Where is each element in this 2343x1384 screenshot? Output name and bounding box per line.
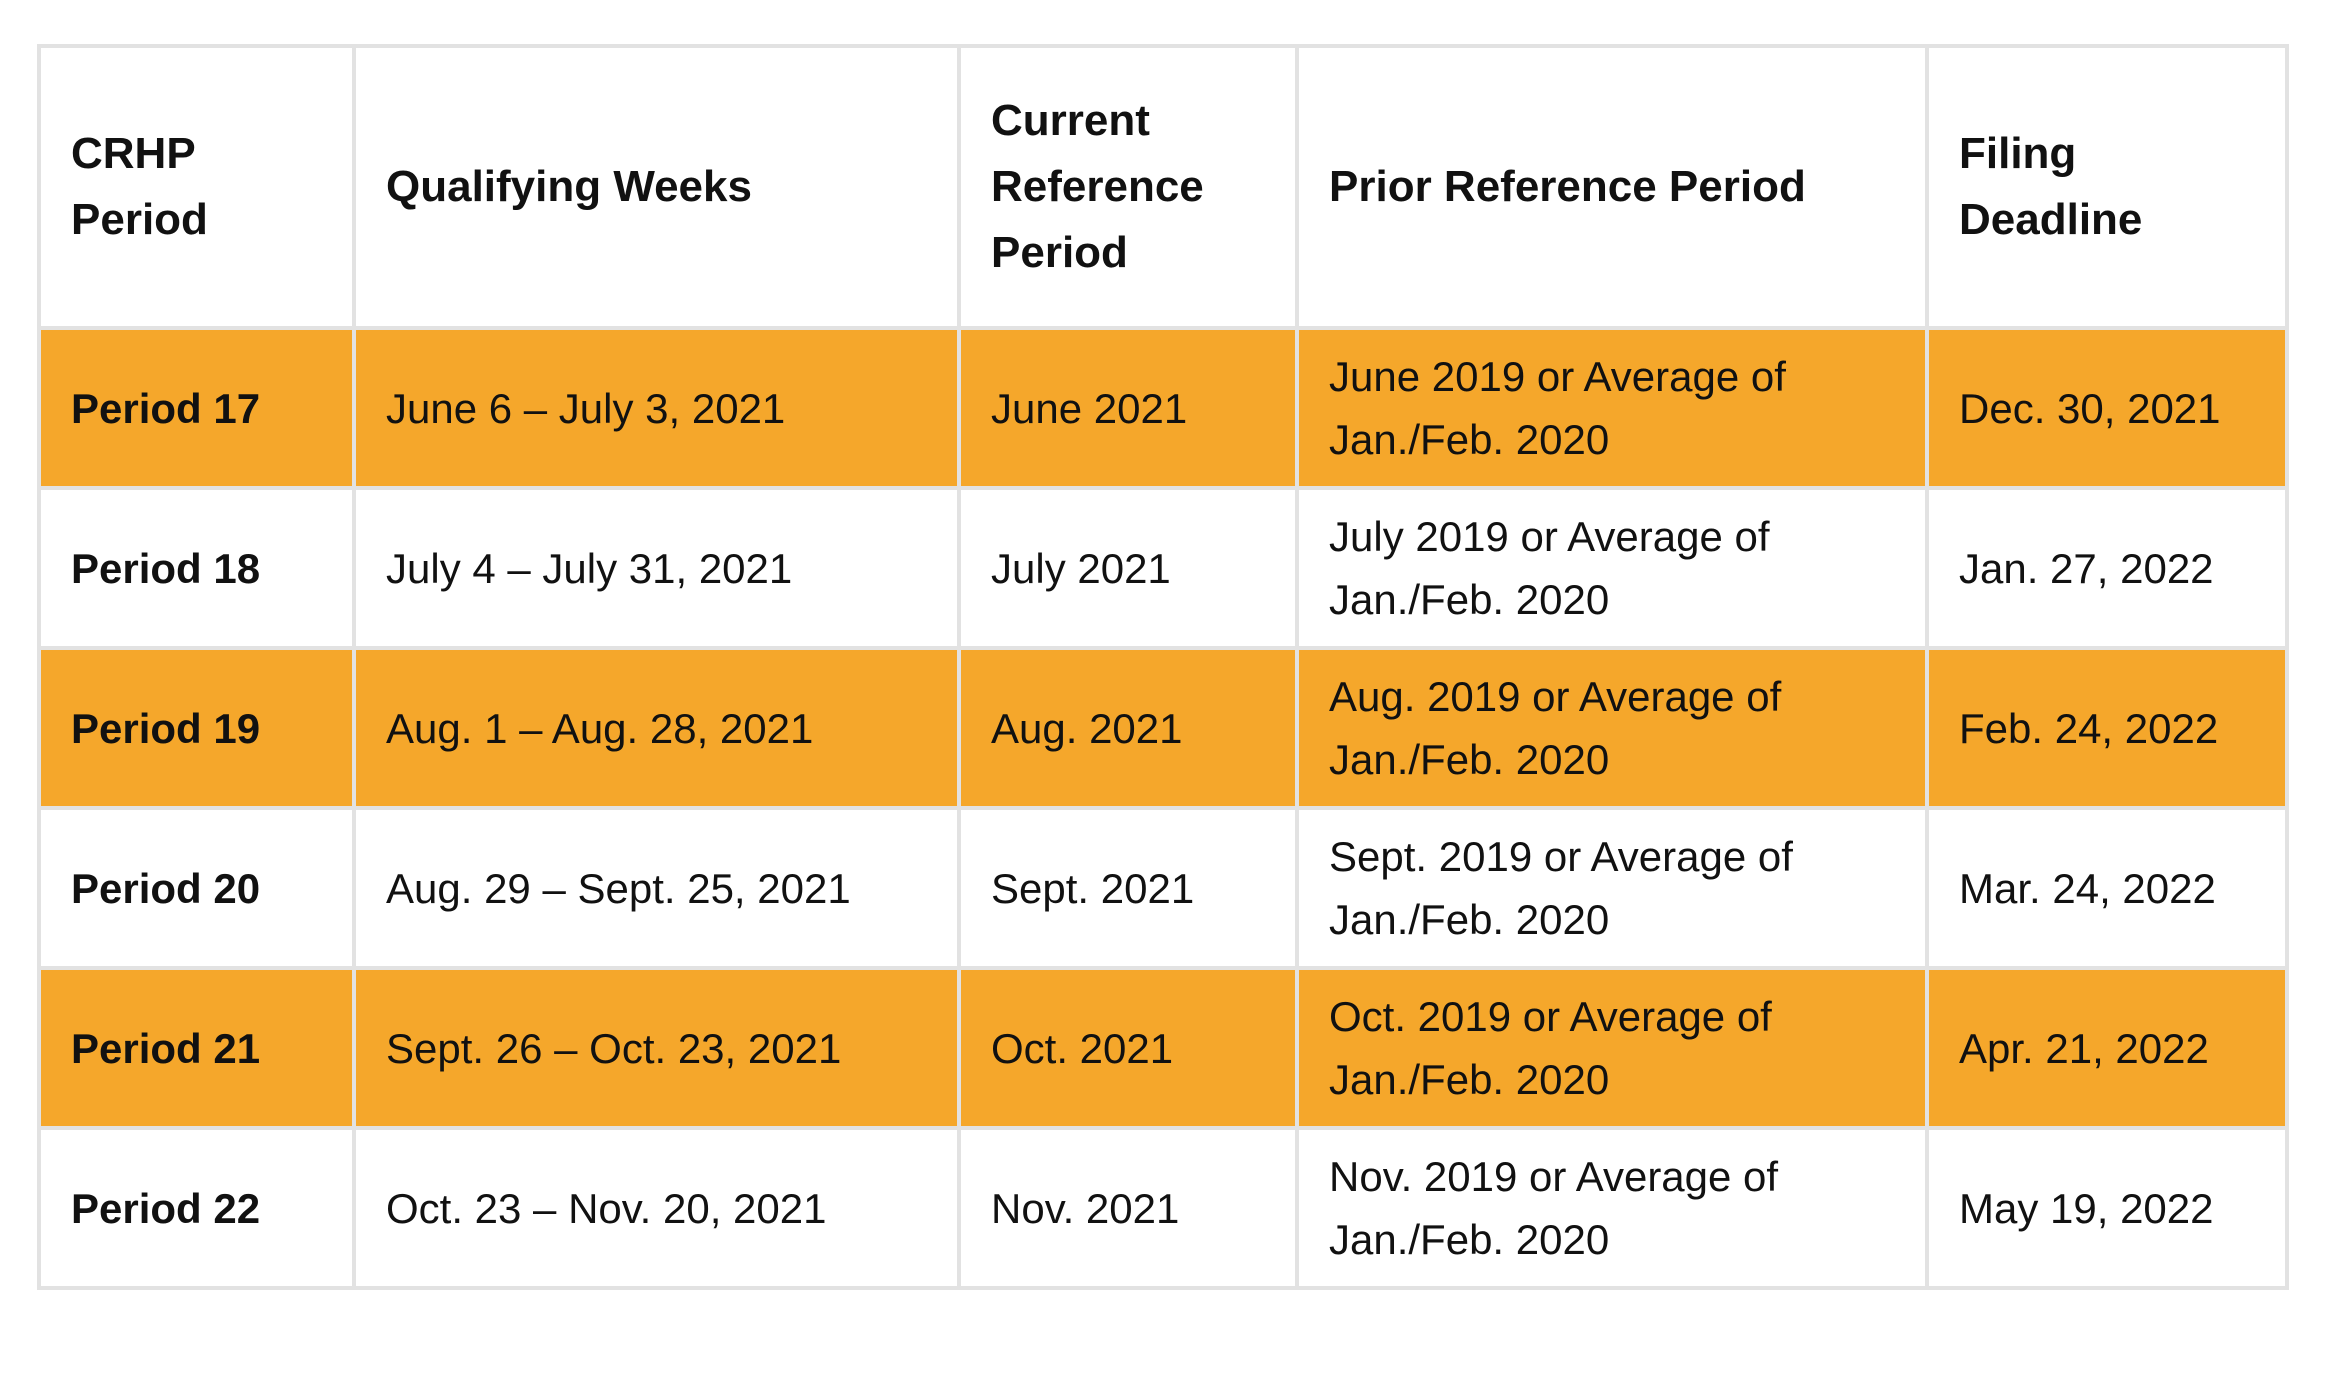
table-row: Period 21 Sept. 26 – Oct. 23, 2021 Oct. … (37, 966, 2289, 1130)
cell-crhp-period: Period 17 (37, 326, 356, 490)
cell-filing-deadline: Mar. 24, 2022 (1925, 806, 2289, 970)
column-header-prior-reference-period: Prior Reference Period (1295, 44, 1929, 330)
cell-filing-deadline: Jan. 27, 2022 (1925, 486, 2289, 650)
cell-prior-reference-period: Aug. 2019 or Average of Jan./Feb. 2020 (1295, 646, 1929, 810)
cell-current-reference-period: Aug. 2021 (957, 646, 1299, 810)
cell-qualifying-weeks: Aug. 1 – Aug. 28, 2021 (352, 646, 961, 810)
cell-qualifying-weeks: June 6 – July 3, 2021 (352, 326, 961, 490)
cell-current-reference-period: Nov. 2021 (957, 1126, 1299, 1290)
cell-crhp-period: Period 21 (37, 966, 356, 1130)
cell-qualifying-weeks: Sept. 26 – Oct. 23, 2021 (352, 966, 961, 1130)
column-header-filing-deadline: Filing Deadline (1925, 44, 2289, 330)
cell-filing-deadline: Dec. 30, 2021 (1925, 326, 2289, 490)
table-row: Period 18 July 4 – July 31, 2021 July 20… (37, 486, 2289, 650)
cell-qualifying-weeks: Oct. 23 – Nov. 20, 2021 (352, 1126, 961, 1290)
table-row: Period 22 Oct. 23 – Nov. 20, 2021 Nov. 2… (37, 1126, 2289, 1290)
column-header-crhp-period: CRHP Period (37, 44, 356, 330)
table-row: Period 20 Aug. 29 – Sept. 25, 2021 Sept.… (37, 806, 2289, 970)
header-row: CRHP Period Qualifying Weeks Current Ref… (37, 44, 2289, 330)
cell-filing-deadline: Apr. 21, 2022 (1925, 966, 2289, 1130)
cell-filing-deadline: May 19, 2022 (1925, 1126, 2289, 1290)
cell-crhp-period: Period 19 (37, 646, 356, 810)
cell-prior-reference-period: July 2019 or Average of Jan./Feb. 2020 (1295, 486, 1929, 650)
crhp-table-container: CRHP Period Qualifying Weeks Current Ref… (37, 44, 2289, 1290)
table-row: Period 19 Aug. 1 – Aug. 28, 2021 Aug. 20… (37, 646, 2289, 810)
cell-prior-reference-period: Oct. 2019 or Average of Jan./Feb. 2020 (1295, 966, 1929, 1130)
crhp-periods-table: CRHP Period Qualifying Weeks Current Ref… (37, 44, 2289, 1290)
cell-crhp-period: Period 18 (37, 486, 356, 650)
column-header-current-reference-period: Current Reference Period (957, 44, 1299, 330)
cell-current-reference-period: July 2021 (957, 486, 1299, 650)
cell-crhp-period: Period 22 (37, 1126, 356, 1290)
cell-filing-deadline: Feb. 24, 2022 (1925, 646, 2289, 810)
cell-qualifying-weeks: July 4 – July 31, 2021 (352, 486, 961, 650)
table-header: CRHP Period Qualifying Weeks Current Ref… (37, 44, 2289, 330)
table-body: Period 17 June 6 – July 3, 2021 June 202… (37, 326, 2289, 1290)
cell-crhp-period: Period 20 (37, 806, 356, 970)
cell-current-reference-period: June 2021 (957, 326, 1299, 490)
cell-current-reference-period: Sept. 2021 (957, 806, 1299, 970)
cell-prior-reference-period: Nov. 2019 or Average of Jan./Feb. 2020 (1295, 1126, 1929, 1290)
table-row: Period 17 June 6 – July 3, 2021 June 202… (37, 326, 2289, 490)
cell-prior-reference-period: June 2019 or Average of Jan./Feb. 2020 (1295, 326, 1929, 490)
column-header-qualifying-weeks: Qualifying Weeks (352, 44, 961, 330)
cell-current-reference-period: Oct. 2021 (957, 966, 1299, 1130)
cell-prior-reference-period: Sept. 2019 or Average of Jan./Feb. 2020 (1295, 806, 1929, 970)
cell-qualifying-weeks: Aug. 29 – Sept. 25, 2021 (352, 806, 961, 970)
